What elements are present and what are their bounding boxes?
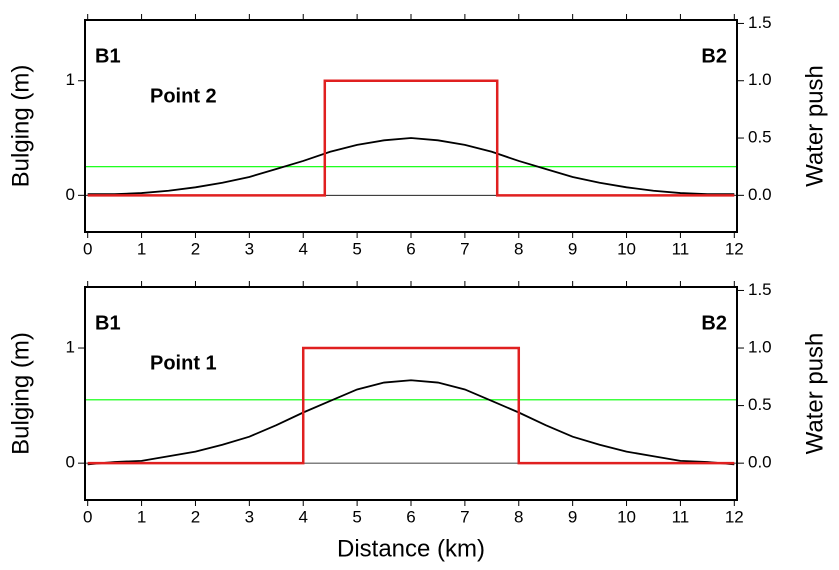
x-tick-label: 0 bbox=[83, 239, 92, 258]
annotation: B2 bbox=[701, 45, 727, 67]
x-tick-label: 8 bbox=[514, 507, 523, 526]
y2-tick-label: 1.5 bbox=[748, 13, 772, 32]
x-tick-label: 10 bbox=[617, 239, 636, 258]
y-tick-label: 0 bbox=[66, 453, 75, 472]
x-tick-label: 11 bbox=[672, 239, 690, 258]
y2-tick-label: 0.0 bbox=[748, 185, 772, 204]
annotation: B1 bbox=[95, 45, 121, 67]
y2-tick-label: 1.0 bbox=[748, 70, 772, 89]
x-tick-label: 5 bbox=[352, 507, 361, 526]
plot-frame bbox=[84, 19, 738, 233]
x-tick-label: 6 bbox=[406, 239, 415, 258]
x-tick-label: 4 bbox=[298, 239, 307, 258]
x-tick-label: 1 bbox=[137, 507, 146, 526]
y-tick-label: 1 bbox=[66, 338, 75, 357]
annotation: Point 1 bbox=[150, 352, 217, 374]
y2-tick-label: 0.0 bbox=[748, 453, 772, 472]
plot-frame bbox=[84, 286, 738, 501]
x-tick-label: 3 bbox=[245, 239, 254, 258]
x-tick-label: 6 bbox=[406, 507, 415, 526]
data-line bbox=[87, 346, 735, 465]
x-tick-label: 11 bbox=[672, 507, 690, 526]
y2-tick-label: 0.5 bbox=[748, 128, 772, 147]
y2-axis-label: Water push bbox=[801, 65, 828, 187]
x-tick-label: 7 bbox=[460, 507, 469, 526]
annotation: B1 bbox=[95, 312, 121, 334]
y2-tick-label: 1.5 bbox=[748, 280, 772, 299]
y2-axis-label: Water push bbox=[801, 333, 828, 455]
x-tick-label: 10 bbox=[617, 507, 636, 526]
data-line bbox=[87, 79, 735, 197]
x-tick-label: 1 bbox=[137, 239, 146, 258]
y2-tick-label: 1.0 bbox=[748, 338, 772, 357]
y-axis-label: Bulging (m) bbox=[7, 65, 34, 188]
x-axis-label: Distance (km) bbox=[337, 535, 485, 562]
x-tick-label: 3 bbox=[245, 507, 254, 526]
x-tick-label: 9 bbox=[568, 239, 577, 258]
y-tick-label: 0 bbox=[66, 185, 75, 204]
x-tick-label: 12 bbox=[725, 239, 744, 258]
data-line bbox=[87, 379, 735, 466]
annotation: Point 2 bbox=[150, 85, 217, 107]
x-tick-label: 2 bbox=[191, 239, 200, 258]
y-axis-label: Bulging (m) bbox=[7, 332, 34, 455]
x-tick-label: 7 bbox=[460, 239, 469, 258]
x-tick-label: 9 bbox=[568, 507, 577, 526]
x-tick-label: 2 bbox=[191, 507, 200, 526]
x-tick-label: 12 bbox=[725, 507, 744, 526]
y2-tick-label: 0.5 bbox=[748, 395, 772, 414]
data-line bbox=[87, 137, 735, 196]
x-tick-label: 8 bbox=[514, 239, 523, 258]
y-tick-label: 1 bbox=[66, 70, 75, 89]
x-tick-label: 5 bbox=[352, 239, 361, 258]
x-tick-label: 4 bbox=[298, 507, 307, 526]
annotation: B2 bbox=[701, 312, 727, 334]
x-tick-label: 0 bbox=[83, 507, 92, 526]
